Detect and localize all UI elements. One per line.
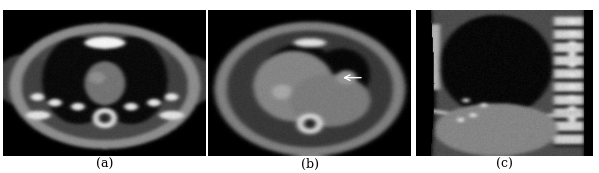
Text: (c): (c) <box>496 158 513 171</box>
Text: (b): (b) <box>301 158 319 171</box>
Text: (a): (a) <box>95 158 113 171</box>
